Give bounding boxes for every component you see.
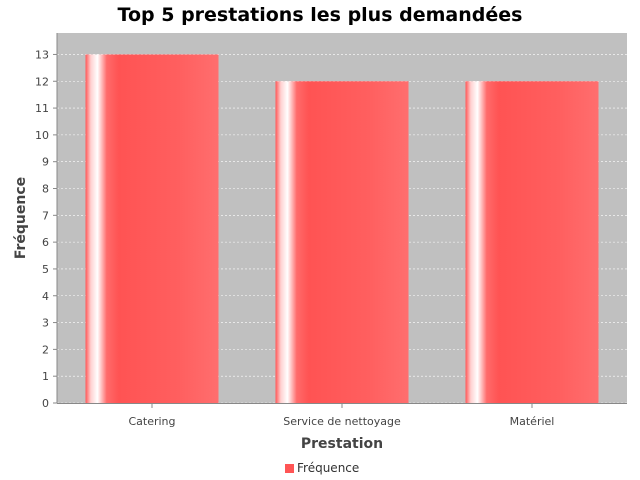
y-tick-label: 2 (42, 343, 49, 356)
y-tick-label: 11 (35, 102, 49, 115)
legend: Fréquence (285, 461, 359, 475)
legend-label: Fréquence (297, 461, 359, 475)
bar (85, 54, 219, 403)
y-tick-label: 1 (42, 370, 49, 383)
y-tick-label: 6 (42, 236, 49, 249)
y-tick-label: 10 (35, 129, 49, 142)
y-tick-label: 5 (42, 263, 49, 276)
x-tick-label: Service de nettoyage (283, 415, 401, 428)
legend-swatch (285, 464, 294, 473)
y-tick-label: 7 (42, 209, 49, 222)
chart-title: Top 5 prestations les plus demandées (118, 4, 523, 26)
x-tick-label: Matériel (510, 415, 555, 428)
y-tick-label: 9 (42, 156, 49, 169)
y-tick-label: 8 (42, 183, 49, 196)
y-axis-title: Fréquence (13, 177, 29, 259)
y-tick-label: 12 (35, 75, 49, 88)
bars (85, 54, 599, 404)
y-tick-label: 3 (42, 317, 49, 330)
x-tick-labels: Catering Service de nettoyage Matériel (128, 415, 554, 428)
x-tick-label: Catering (128, 415, 175, 428)
x-axis-title: Prestation (301, 436, 383, 452)
bar (275, 81, 409, 404)
y-tick-label: 0 (42, 397, 49, 410)
axes (53, 33, 627, 408)
bar (465, 81, 599, 404)
y-tick-label: 13 (35, 48, 49, 61)
y-tick-label: 4 (42, 290, 49, 303)
